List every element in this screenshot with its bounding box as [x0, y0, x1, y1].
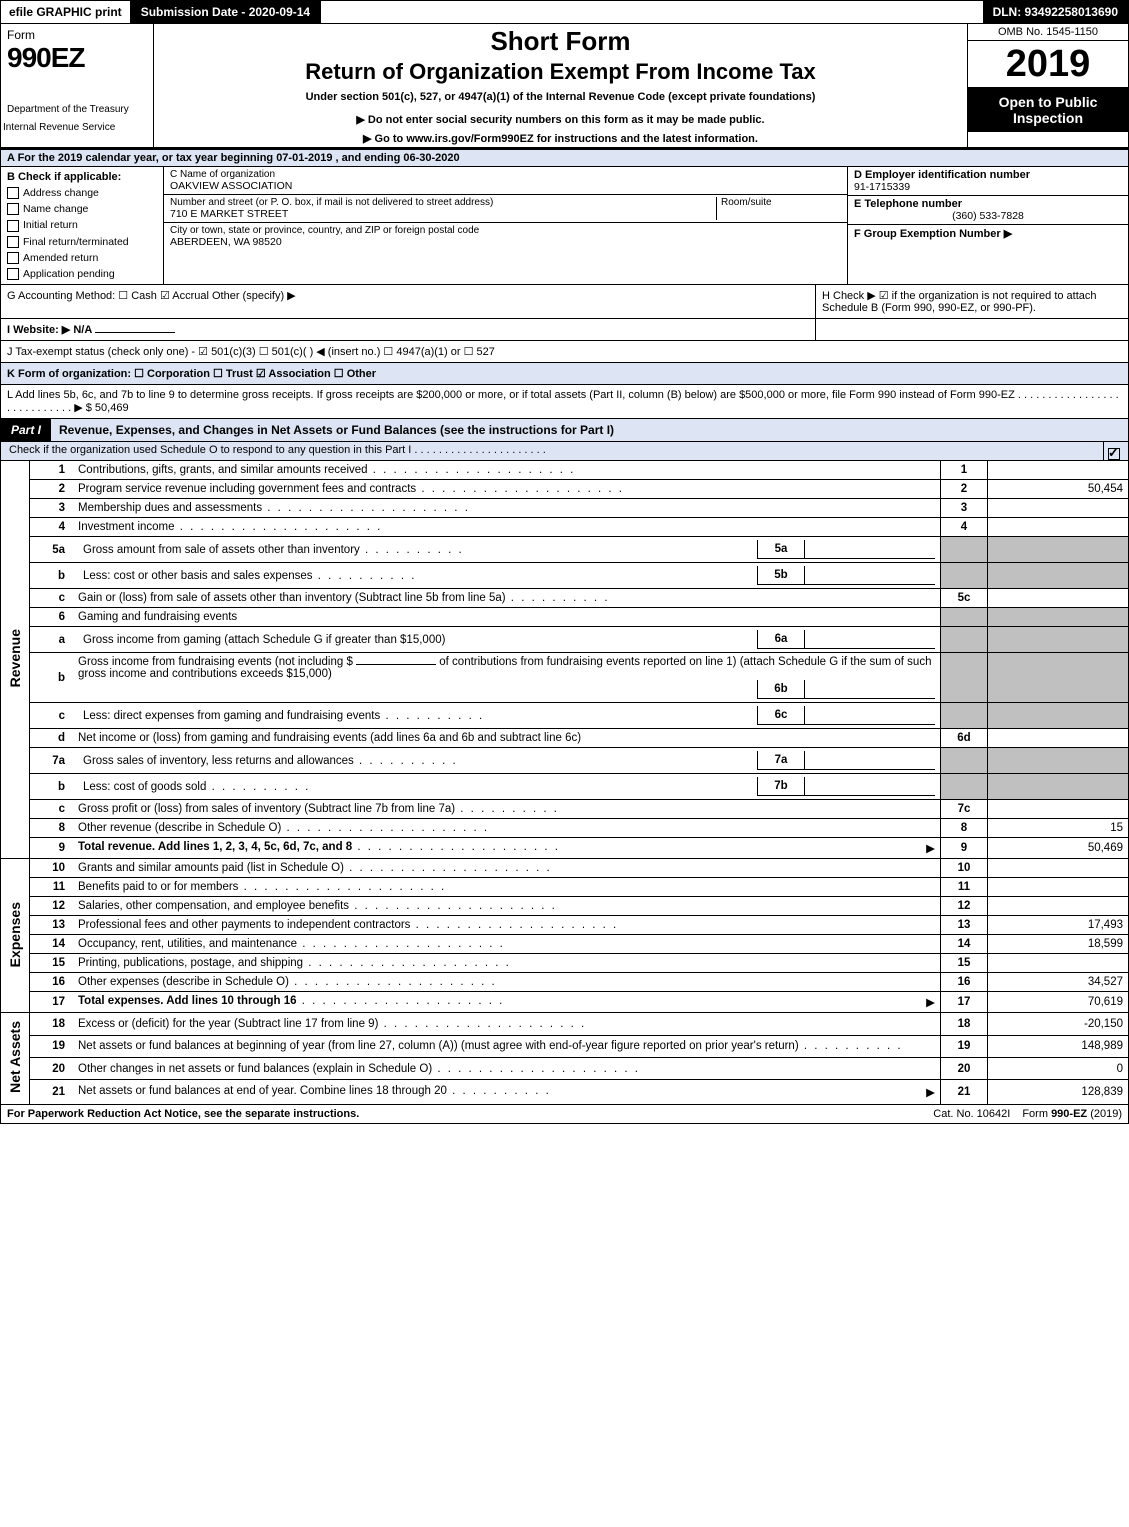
line-16: 16 Other expenses (describe in Schedule … — [1, 973, 1129, 992]
ein-value: 91-1715339 — [854, 181, 1122, 193]
line-5c: c Gain or (loss) from sale of assets oth… — [1, 589, 1129, 608]
lines-table: Revenue 1 Contributions, gifts, grants, … — [0, 461, 1129, 1105]
line-19: 19 Net assets or fund balances at beginn… — [1, 1035, 1129, 1057]
line-7c: c Gross profit or (loss) from sales of i… — [1, 800, 1129, 819]
city-label: City or town, state or province, country… — [170, 225, 841, 236]
chk-amended-return[interactable]: Amended return — [7, 252, 157, 264]
open-to-public: Open to Public Inspection — [968, 88, 1128, 132]
no-ssn-text: ▶ Do not enter social security numbers o… — [162, 113, 959, 126]
line-8: 8 Other revenue (describe in Schedule O)… — [1, 819, 1129, 838]
line-7a: 7a Gross sales of inventory, less return… — [1, 748, 1129, 774]
col-b-checkboxes: B Check if applicable: Address change Na… — [1, 167, 164, 284]
entity-block: B Check if applicable: Address change Na… — [0, 167, 1129, 285]
line-l-gross-receipts: L Add lines 5b, 6c, and 7b to line 9 to … — [0, 385, 1129, 419]
under-section-text: Under section 501(c), 527, or 4947(a)(1)… — [162, 91, 959, 103]
line-18: Net Assets 18 Excess or (deficit) for th… — [1, 1013, 1129, 1035]
line-9: 9 Total revenue. Add lines 1, 2, 3, 4, 5… — [1, 838, 1129, 859]
header-left: Form 990EZ Department of the Treasury In… — [1, 24, 154, 147]
line-g-accounting: G Accounting Method: ☐ Cash ☑ Accrual Ot… — [1, 285, 815, 318]
row-i: I Website: ▶ N/A — [0, 319, 1129, 341]
group-exemption-label: F Group Exemption Number ▶ — [854, 227, 1122, 240]
tax-year: 2019 — [968, 41, 1128, 88]
line-20: 20 Other changes in net assets or fund b… — [1, 1058, 1129, 1080]
tel-value: (360) 533-7828 — [854, 210, 1122, 222]
line-i-website: I Website: ▶ N/A — [1, 319, 815, 340]
col-def: D Employer identification number 91-1715… — [848, 167, 1128, 284]
footer-cat-no: Cat. No. 10642I — [927, 1105, 1016, 1123]
line-15: 15 Printing, publications, postage, and … — [1, 954, 1129, 973]
side-net-assets: Net Assets — [1, 1013, 30, 1105]
line-5a: 5a Gross amount from sale of assets othe… — [1, 537, 1129, 563]
top-bar: efile GRAPHIC print Submission Date - 20… — [0, 0, 1129, 24]
row-i-right-blank — [815, 319, 1128, 340]
part1-sub: Check if the organization used Schedule … — [1, 442, 1103, 460]
org-name-label: C Name of organization — [170, 169, 841, 180]
dept-label: Department of the Treasury — [7, 104, 147, 115]
header-center: Short Form Return of Organization Exempt… — [154, 24, 968, 147]
row-g-h: G Accounting Method: ☐ Cash ☑ Accrual Ot… — [0, 285, 1129, 319]
chk-initial-return[interactable]: Initial return — [7, 219, 157, 231]
chk-address-change[interactable]: Address change — [7, 187, 157, 199]
line-14: 14 Occupancy, rent, utilities, and maint… — [1, 935, 1129, 954]
line-10: Expenses 10 Grants and similar amounts p… — [1, 859, 1129, 878]
header-right: OMB No. 1545-1150 2019 Open to Public In… — [968, 24, 1128, 147]
chk-application-pending[interactable]: Application pending — [7, 268, 157, 280]
line-6a: a Gross income from gaming (attach Sched… — [1, 627, 1129, 653]
form-number: 990EZ — [7, 42, 147, 74]
title-return: Return of Organization Exempt From Incom… — [162, 59, 959, 85]
room-label: Room/suite — [721, 197, 841, 208]
col-b-label: B Check if applicable: — [7, 171, 157, 183]
dln-label: DLN: 93492258013690 — [983, 1, 1128, 23]
line-6: 6 Gaming and fundraising events — [1, 608, 1129, 627]
omb-label: OMB No. 1545-1150 — [968, 24, 1128, 41]
line-5b: b Less: cost or other basis and sales ex… — [1, 563, 1129, 589]
line-3: 3 Membership dues and assessments 3 — [1, 499, 1129, 518]
submission-date-label: Submission Date - 2020-09-14 — [131, 1, 321, 23]
efile-print-label[interactable]: efile GRAPHIC print — [1, 1, 131, 23]
city-value: ABERDEEN, WA 98520 — [170, 236, 841, 248]
line-1: Revenue 1 Contributions, gifts, grants, … — [1, 461, 1129, 480]
line-11: 11 Benefits paid to or for members 11 — [1, 878, 1129, 897]
side-expenses: Expenses — [1, 859, 30, 1013]
line-21: 21 Net assets or fund balances at end of… — [1, 1080, 1129, 1105]
form-word: Form — [7, 28, 147, 42]
street-value: 710 E MARKET STREET — [170, 208, 716, 220]
chk-name-change[interactable]: Name change — [7, 203, 157, 215]
line-17: 17 Total expenses. Add lines 10 through … — [1, 992, 1129, 1013]
org-name-value: OAKVIEW ASSOCIATION — [170, 180, 841, 192]
line-a-tax-year: A For the 2019 calendar year, or tax yea… — [0, 150, 1129, 167]
part1-schedule-o-check[interactable] — [1103, 442, 1128, 460]
line-j-tax-exempt: J Tax-exempt status (check only one) - ☑… — [0, 341, 1129, 363]
line-k-form-of-org: K Form of organization: ☐ Corporation ☐ … — [0, 363, 1129, 385]
chk-final-return[interactable]: Final return/terminated — [7, 236, 157, 248]
footer-form-id: Form 990-EZ (2019) — [1016, 1105, 1128, 1123]
line-6d: d Net income or (loss) from gaming and f… — [1, 729, 1129, 748]
part1-sub-row: Check if the organization used Schedule … — [0, 442, 1129, 461]
goto-text[interactable]: ▶ Go to www.irs.gov/Form990EZ for instru… — [162, 132, 959, 145]
form-footer: For Paperwork Reduction Act Notice, see … — [0, 1105, 1129, 1124]
street-label: Number and street (or P. O. box, if mail… — [170, 197, 716, 208]
line-6c: c Less: direct expenses from gaming and … — [1, 703, 1129, 729]
title-short: Short Form — [162, 26, 959, 57]
part1-label: Part I — [1, 419, 51, 441]
line-2: 2 Program service revenue including gove… — [1, 480, 1129, 499]
footer-left: For Paperwork Reduction Act Notice, see … — [1, 1105, 927, 1123]
line-6b: b Gross income from fundraising events (… — [1, 653, 1129, 703]
part1-header: Part I Revenue, Expenses, and Changes in… — [0, 419, 1129, 442]
irs-label: Internal Revenue Service — [3, 122, 115, 133]
side-revenue: Revenue — [1, 461, 30, 859]
part1-title: Revenue, Expenses, and Changes in Net As… — [51, 419, 1128, 441]
line-h-schedule-b: H Check ▶ ☑ if the organization is not r… — [815, 285, 1128, 318]
line-13: 13 Professional fees and other payments … — [1, 916, 1129, 935]
col-c-org-info: C Name of organization OAKVIEW ASSOCIATI… — [164, 167, 848, 284]
ein-label: D Employer identification number — [854, 169, 1122, 181]
form-header: Form 990EZ Department of the Treasury In… — [0, 24, 1129, 150]
line-12: 12 Salaries, other compensation, and emp… — [1, 897, 1129, 916]
line-7b: b Less: cost of goods sold 7b — [1, 774, 1129, 800]
tel-label: E Telephone number — [854, 198, 1122, 210]
line-4: 4 Investment income 4 — [1, 518, 1129, 537]
